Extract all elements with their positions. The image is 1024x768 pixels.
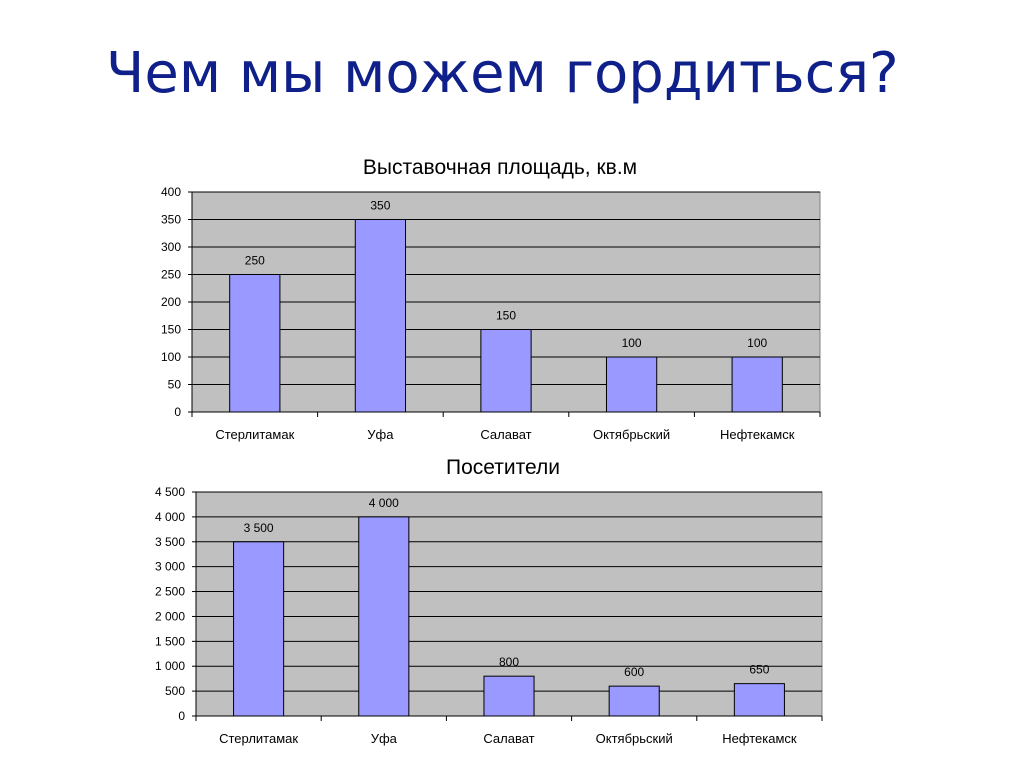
bar [608, 685, 660, 717]
bar [605, 356, 658, 413]
data-label: 100 [747, 336, 767, 350]
bar [483, 675, 535, 717]
exhibition-area-chart: Выставочная площадь, кв.м 0 50 100 150 200 250… [161, 156, 821, 442]
y-tick-label: 50 [168, 378, 182, 392]
bar [358, 516, 410, 717]
bar [733, 683, 785, 717]
category-label: Уфа [371, 731, 398, 746]
y-tick-label: 100 [161, 350, 181, 364]
data-label: 600 [624, 665, 644, 679]
data-label: 250 [245, 254, 265, 268]
y-tick-label: 4 000 [155, 510, 185, 524]
visitors-chart: Посетители 0 500 1 000 1 500 2 000 2 500 3 000 3… [155, 456, 823, 746]
chart-title: Посетители [446, 456, 560, 479]
category-label: Салават [480, 427, 531, 442]
y-tick-label: 2 000 [155, 609, 185, 623]
data-label: 800 [499, 655, 519, 669]
y-tick-label: 1 000 [155, 659, 185, 673]
category-label: Уфа [367, 427, 394, 442]
y-tick-label: 300 [161, 240, 181, 254]
y-tick-label: 4 500 [155, 485, 185, 499]
y-tick-label: 150 [161, 323, 181, 337]
data-label: 3 500 [244, 521, 274, 535]
category-label: Стерлитамак [219, 731, 298, 746]
data-label: 650 [749, 663, 769, 677]
category-label: Октябрьский [596, 731, 673, 746]
bar [229, 274, 281, 413]
bar [480, 329, 532, 413]
category-label: Салават [483, 731, 534, 746]
slide-title: Чем мы можем гордиться? [106, 41, 899, 106]
category-label: Октябрьский [593, 427, 670, 442]
bar [731, 356, 783, 413]
y-tick-label: 200 [161, 295, 181, 309]
category-label: Нефтекамск [720, 427, 795, 442]
y-tick-label: 0 [174, 405, 181, 419]
data-label: 100 [622, 336, 642, 350]
y-tick-label: 2 500 [155, 585, 185, 599]
y-tick-label: 250 [161, 268, 181, 282]
y-tick-label: 1 500 [155, 634, 185, 648]
bar [233, 541, 285, 717]
data-label: 150 [496, 309, 516, 323]
y-tick-label: 3 000 [155, 560, 185, 574]
y-tick-label: 3 500 [155, 535, 185, 549]
y-tick-label: 0 [178, 709, 185, 723]
bar [354, 219, 407, 413]
category-label: Нефтекамск [722, 731, 797, 746]
data-label: 4 000 [369, 496, 399, 510]
data-label: 350 [370, 199, 390, 213]
chart-title: Выставочная площадь, кв.м [363, 156, 637, 179]
y-tick-label: 500 [165, 684, 185, 698]
category-label: Стерлитамак [215, 427, 294, 442]
y-tick-label: 400 [161, 185, 181, 199]
y-tick-label: 350 [161, 213, 181, 227]
